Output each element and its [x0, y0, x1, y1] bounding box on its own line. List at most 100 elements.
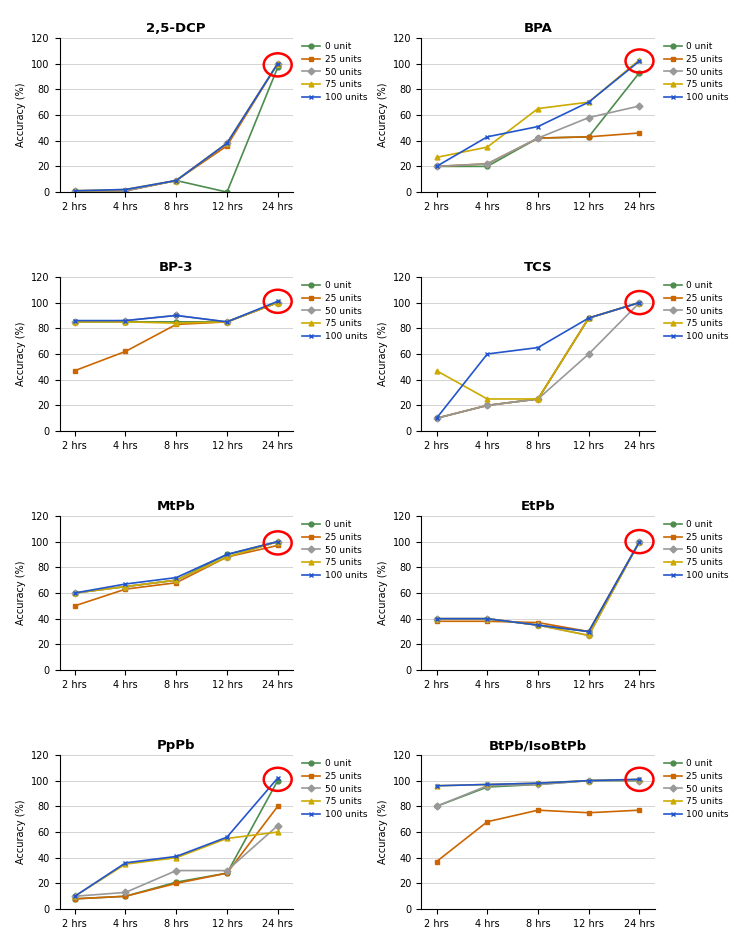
50 units — [121, 315, 130, 327]
Legend: 0 unit, 25 units, 50 units, 75 units, 100 units: 0 unit, 25 units, 50 units, 75 units, 10… — [664, 759, 729, 819]
Line: 0 unit: 0 unit — [434, 300, 642, 420]
25 units — [584, 313, 593, 324]
75 units — [533, 619, 542, 631]
75 units — [483, 613, 492, 624]
75 units — [70, 316, 79, 328]
75 units — [273, 536, 282, 547]
0 unit — [70, 185, 79, 196]
75 units — [121, 184, 130, 195]
25 units — [121, 890, 130, 902]
Line: 0 unit: 0 unit — [72, 65, 280, 194]
25 units — [635, 297, 644, 309]
25 units — [273, 800, 282, 812]
0 unit — [222, 867, 231, 879]
50 units — [121, 886, 130, 898]
100 units — [483, 131, 492, 142]
50 units — [483, 400, 492, 411]
100 units — [635, 55, 644, 66]
25 units — [533, 805, 542, 816]
75 units — [432, 613, 441, 624]
25 units — [273, 58, 282, 69]
25 units — [533, 616, 542, 628]
50 units — [222, 137, 231, 149]
0 unit — [432, 161, 441, 172]
100 units — [584, 313, 593, 324]
Title: EtPb: EtPb — [521, 500, 555, 513]
Line: 100 units: 100 units — [72, 299, 280, 324]
Line: 75 units: 75 units — [72, 539, 280, 596]
Legend: 0 unit, 25 units, 50 units, 75 units, 100 units: 0 unit, 25 units, 50 units, 75 units, 10… — [302, 759, 368, 819]
Title: MtPb: MtPb — [157, 500, 196, 513]
75 units — [121, 859, 130, 870]
75 units — [172, 575, 181, 586]
Line: 75 units: 75 units — [72, 830, 280, 899]
0 unit — [533, 133, 542, 144]
0 unit — [483, 400, 492, 411]
0 unit — [635, 297, 644, 309]
Line: 100 units: 100 units — [72, 539, 280, 596]
Title: PpPb: PpPb — [157, 740, 196, 752]
75 units — [172, 852, 181, 864]
0 unit — [70, 587, 79, 599]
25 units — [635, 536, 644, 547]
75 units — [273, 58, 282, 69]
50 units — [584, 348, 593, 360]
100 units — [432, 413, 441, 424]
Line: 100 units: 100 units — [72, 62, 280, 193]
0 unit — [584, 775, 593, 786]
Line: 25 units: 25 units — [434, 539, 642, 634]
25 units — [172, 878, 181, 889]
25 units — [121, 346, 130, 357]
25 units — [584, 807, 593, 818]
75 units — [222, 137, 231, 149]
50 units — [172, 575, 181, 586]
25 units — [172, 577, 181, 588]
25 units — [121, 185, 130, 196]
100 units — [483, 778, 492, 790]
Y-axis label: Accuracy (%): Accuracy (%) — [16, 561, 26, 625]
100 units — [70, 185, 79, 196]
75 units — [432, 365, 441, 376]
50 units — [635, 297, 644, 309]
50 units — [222, 865, 231, 876]
25 units — [584, 626, 593, 637]
0 unit — [584, 626, 593, 637]
75 units — [222, 551, 231, 563]
100 units — [172, 175, 181, 187]
25 units — [533, 133, 542, 144]
Line: 0 unit: 0 unit — [434, 539, 642, 634]
100 units — [222, 548, 231, 560]
50 units — [222, 316, 231, 328]
Line: 100 units: 100 units — [434, 777, 642, 788]
100 units — [172, 850, 181, 862]
Line: 50 units: 50 units — [434, 539, 642, 638]
50 units — [70, 890, 79, 902]
Line: 50 units: 50 units — [434, 778, 642, 809]
100 units — [70, 315, 79, 327]
100 units — [432, 613, 441, 624]
75 units — [121, 581, 130, 592]
25 units — [432, 413, 441, 424]
25 units — [483, 816, 492, 828]
Line: 50 units: 50 units — [434, 300, 642, 420]
25 units — [222, 140, 231, 152]
Line: 75 units: 75 units — [434, 58, 642, 160]
0 unit — [121, 185, 130, 196]
25 units — [273, 540, 282, 551]
100 units — [70, 890, 79, 902]
0 unit — [273, 775, 282, 786]
50 units — [584, 630, 593, 641]
100 units — [273, 536, 282, 547]
50 units — [533, 133, 542, 144]
Title: BtPb/IsoBtPb: BtPb/IsoBtPb — [489, 740, 587, 752]
100 units — [635, 536, 644, 547]
0 unit — [273, 536, 282, 547]
Line: 0 unit: 0 unit — [72, 539, 280, 596]
25 units — [635, 127, 644, 138]
50 units — [432, 413, 441, 424]
100 units — [273, 58, 282, 69]
100 units — [584, 626, 593, 637]
0 unit — [483, 161, 492, 172]
75 units — [70, 185, 79, 196]
50 units — [273, 58, 282, 69]
